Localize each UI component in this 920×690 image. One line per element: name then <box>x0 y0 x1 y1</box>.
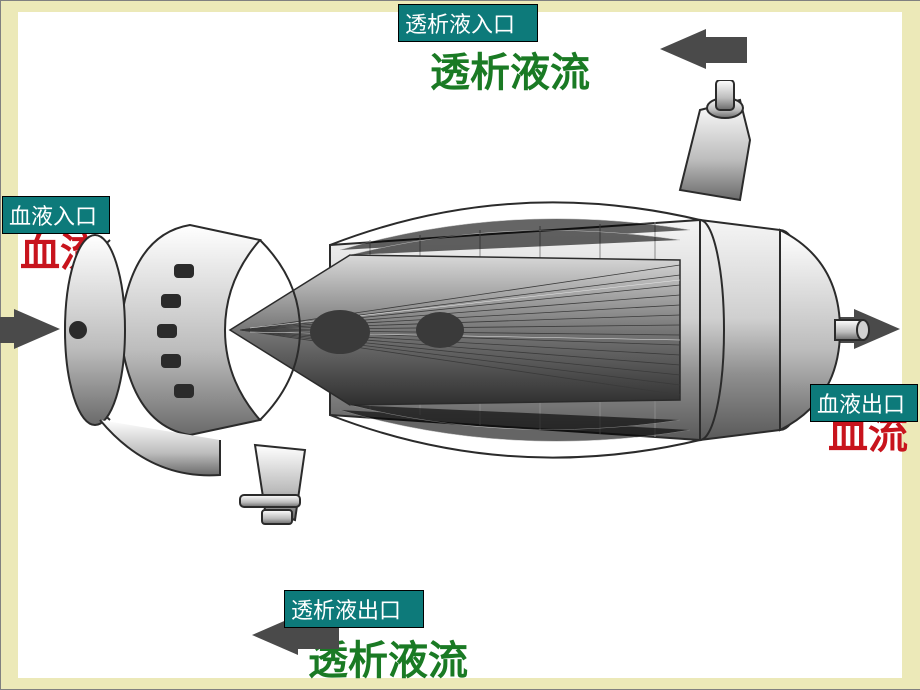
label-dialysate-out: 透析液出口 <box>284 590 424 628</box>
dialyzer-drawing <box>40 80 880 540</box>
label-blood-out-text: 血液出口 <box>817 387 905 419</box>
label-blood-out: 血液出口 <box>810 384 918 422</box>
stage: 血流 血流 透析液流 透析液流 <box>0 0 920 690</box>
label-dialysate-in-text: 透析液入口 <box>405 7 515 39</box>
fiber-bundle <box>230 255 680 405</box>
label-blood-in: 血液入口 <box>2 196 110 234</box>
dialysate-inlet-port <box>680 80 750 200</box>
label-dialysate-out-text: 透析液出口 <box>291 593 401 625</box>
dialysate-outlet-port <box>240 445 305 524</box>
label-dialysate-in: 透析液入口 <box>398 4 538 42</box>
label-blood-in-text: 血液入口 <box>9 199 97 231</box>
